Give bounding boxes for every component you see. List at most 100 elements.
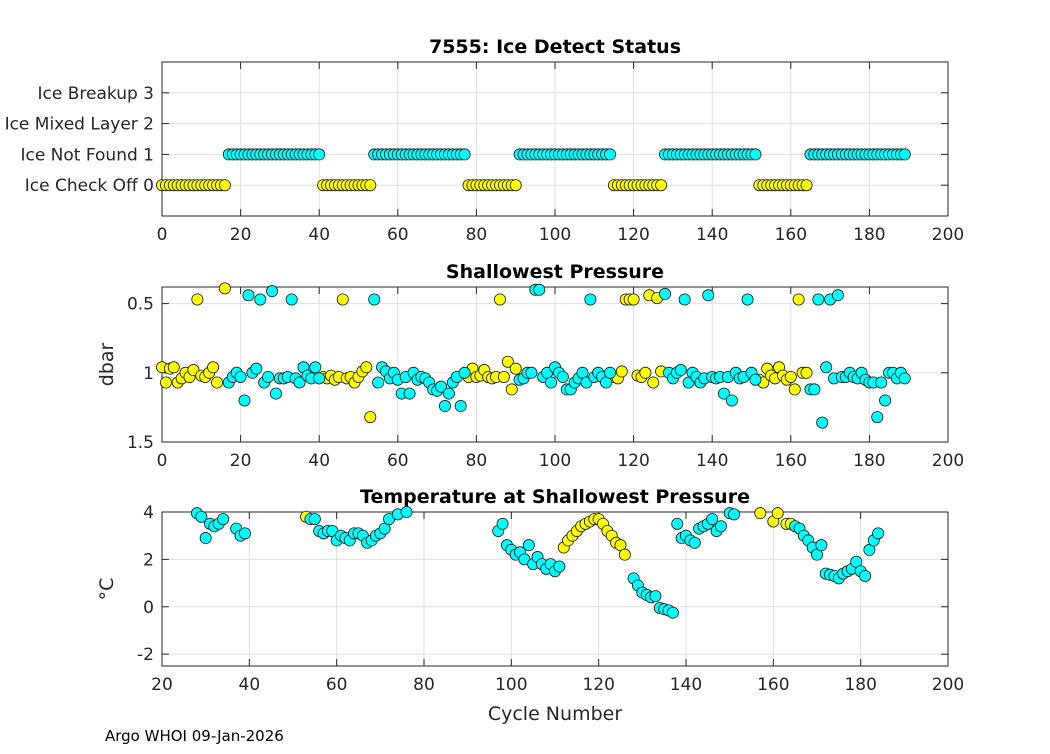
data-point-cyan: [458, 148, 471, 161]
data-point-yellow: [218, 179, 231, 192]
data-point-yellow: [360, 361, 373, 374]
x-tick-label: 140: [670, 675, 702, 695]
footer-credit: Argo WHOI 09-Jan-2026: [105, 727, 284, 745]
x-tick-label: 120: [617, 451, 649, 471]
data-point-cyan: [714, 520, 727, 533]
y-tick-label: Ice Mixed Layer 2: [5, 115, 154, 135]
x-tick-label: 100: [539, 225, 571, 245]
x-tick-label: 40: [308, 451, 330, 471]
x-tick-label: 160: [775, 225, 807, 245]
data-point-yellow: [167, 361, 180, 374]
data-point-yellow: [615, 365, 628, 378]
x-axis-label: Cycle Number: [488, 703, 622, 725]
data-point-cyan: [442, 387, 455, 400]
data-point-cyan: [871, 411, 884, 424]
x-tick-label: 60: [326, 675, 348, 695]
y-tick-label: 0.5: [127, 295, 154, 315]
data-point-cyan: [749, 148, 762, 161]
data-point-cyan: [717, 387, 730, 400]
data-point-cyan: [454, 400, 467, 413]
data-point-cyan: [702, 289, 715, 302]
chart-panel-2: 0 20 40 60 80 100 120 140 160 180 200 0.5 1 1.5 Shallo…: [96, 261, 964, 471]
data-point-cyan: [725, 394, 738, 407]
data-point-yellow: [655, 179, 668, 192]
x-tick-label: 180: [853, 225, 885, 245]
data-point-cyan: [553, 560, 566, 573]
data-point-yellow: [509, 179, 522, 192]
data-point-cyan: [831, 289, 844, 302]
data-point-cyan: [525, 366, 538, 379]
data-point-cyan: [313, 148, 326, 161]
data-point-cyan: [820, 361, 833, 374]
data-point-cyan: [815, 539, 828, 552]
data-point-yellow: [800, 366, 813, 379]
data-point-cyan: [262, 370, 275, 383]
x-tick-label: 200: [932, 451, 964, 471]
chart-panel-3: 20 40 60 80 100 120 140 160 180 200 -2 0 2 4 Temperatu…: [96, 486, 964, 725]
x-tick-label: 20: [230, 451, 252, 471]
data-point-cyan: [533, 283, 546, 296]
data-point-yellow: [792, 293, 805, 306]
data-point-yellow: [501, 355, 514, 368]
data-point-cyan: [195, 510, 208, 523]
data-point-cyan: [309, 361, 322, 374]
data-point-cyan: [400, 505, 413, 518]
data-point-cyan: [438, 400, 451, 413]
data-point-cyan: [706, 513, 719, 526]
y-tick-label: 1: [143, 364, 154, 384]
data-point-cyan: [674, 364, 687, 377]
x-tick-label: 140: [696, 225, 728, 245]
data-point-yellow: [754, 507, 767, 520]
data-point-cyan: [812, 293, 825, 306]
data-point-cyan: [269, 387, 282, 400]
y-tick-label: 2: [143, 550, 154, 570]
data-point-cyan: [688, 536, 701, 549]
data-point-cyan: [671, 517, 684, 530]
data-point-cyan: [872, 527, 885, 540]
y-axis-label: dbar: [96, 343, 118, 387]
data-point-cyan: [879, 394, 892, 407]
y-tick-label: -2: [137, 645, 154, 665]
data-point-yellow: [336, 293, 349, 306]
chart-panel-1: 0 20 40 60 80 100 120 140 160 180 200 Ice Check Off…: [5, 36, 965, 245]
x-tick-label: 20: [151, 675, 173, 695]
data-point-cyan: [250, 362, 263, 375]
x-tick-label: 20: [230, 225, 252, 245]
x-tick-label: 0: [157, 451, 168, 471]
y-tick-label: Ice Breakup 3: [38, 84, 155, 104]
y-tick-label: Ice Not Found 1: [20, 145, 154, 165]
y-tick-label: 1.5: [127, 433, 154, 453]
data-point-cyan: [749, 373, 762, 386]
data-point-cyan: [584, 293, 597, 306]
data-point-yellow: [627, 293, 640, 306]
data-point-cyan: [522, 539, 535, 552]
y-axis-label: °C: [96, 578, 118, 601]
data-point-yellow: [771, 507, 784, 520]
x-tick-label: 100: [495, 675, 527, 695]
chart-title: Shallowest Pressure: [446, 261, 664, 283]
plot-area: [162, 512, 948, 666]
x-tick-label: 80: [466, 451, 488, 471]
data-point-yellow: [497, 370, 510, 383]
data-point-yellow: [364, 411, 377, 424]
data-point-yellow: [788, 383, 801, 396]
y-tick-label: 0: [143, 598, 154, 618]
y-tick-label: Ice Check Off 0: [25, 176, 154, 196]
x-tick-label: 180: [844, 675, 876, 695]
data-point-cyan: [808, 383, 821, 396]
y-tick-label: 4: [143, 503, 154, 523]
data-point-cyan: [308, 513, 321, 526]
data-point-cyan: [659, 287, 672, 300]
x-tick-label: 60: [387, 225, 409, 245]
data-point-cyan: [604, 366, 617, 379]
data-point-cyan: [435, 380, 448, 393]
data-point-cyan: [313, 372, 326, 385]
data-point-cyan: [678, 293, 691, 306]
data-point-yellow: [218, 282, 231, 295]
data-point-cyan: [266, 285, 279, 298]
data-point-cyan: [372, 376, 385, 389]
data-point-cyan: [556, 370, 569, 383]
data-point-cyan: [859, 569, 872, 582]
data-point-cyan: [238, 394, 251, 407]
x-tick-label: 40: [239, 675, 261, 695]
